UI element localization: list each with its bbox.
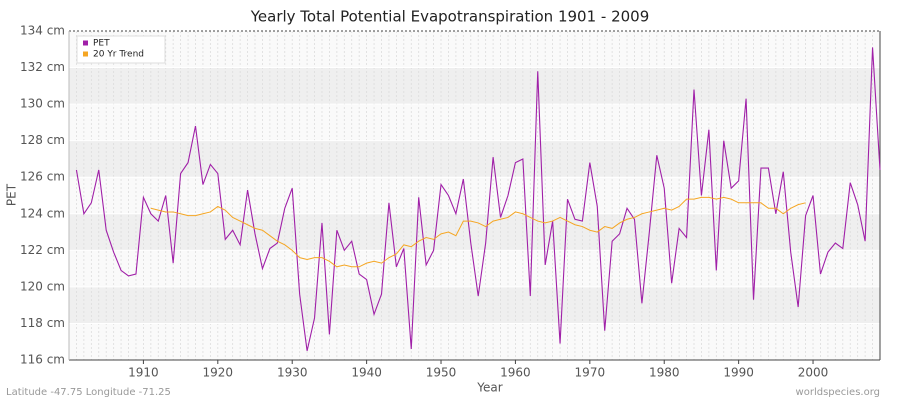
grid-band (69, 140, 880, 178)
y-tick-label: 124 cm (20, 206, 65, 220)
x-tick-label: 1960 (500, 366, 531, 380)
y-axis-label: PET (5, 183, 19, 206)
y-tick-label: 120 cm (20, 279, 65, 293)
grid-band (69, 286, 880, 324)
legend-box (76, 35, 166, 64)
grid-band (69, 213, 880, 251)
legend-swatch (83, 40, 88, 46)
series-line (150, 196, 806, 268)
grid-band (69, 67, 880, 105)
x-tick-label: 1980 (649, 366, 680, 380)
y-tick-label: 126 cm (20, 170, 65, 184)
x-tick-label: 1950 (426, 366, 457, 380)
y-tick-label: 122 cm (20, 243, 65, 257)
x-tick-label: 2000 (798, 366, 829, 380)
x-tick-label: 1940 (351, 366, 382, 380)
y-tick-label: 130 cm (20, 97, 65, 111)
series-line (75, 47, 881, 351)
chart-title: Yearly Total Potential Evapotranspiratio… (250, 8, 650, 26)
legend-swatch (83, 51, 88, 57)
y-tick-label: 132 cm (20, 60, 65, 74)
x-tick-label: 1990 (723, 366, 754, 380)
y-tick-label: 134 cm (20, 24, 65, 38)
footer-right: worldspecies.org (796, 387, 880, 398)
y-tick-label: 128 cm (20, 133, 65, 147)
x-tick-label: 1970 (575, 366, 606, 380)
x-tick-label: 1920 (203, 366, 234, 380)
plot-area (69, 30, 881, 361)
legend-label: PET (93, 39, 110, 49)
y-tick-label: 118 cm (20, 316, 65, 330)
x-tick-label: 1930 (277, 366, 308, 380)
y-tick-label: 116 cm (20, 353, 65, 367)
x-axis-label: Year (476, 381, 502, 395)
x-tick-label: 1910 (128, 366, 159, 380)
footer-left: Latitude -47.75 Longitude -71.25 (6, 387, 171, 398)
legend-label: 20 Yr Trend (93, 50, 144, 60)
